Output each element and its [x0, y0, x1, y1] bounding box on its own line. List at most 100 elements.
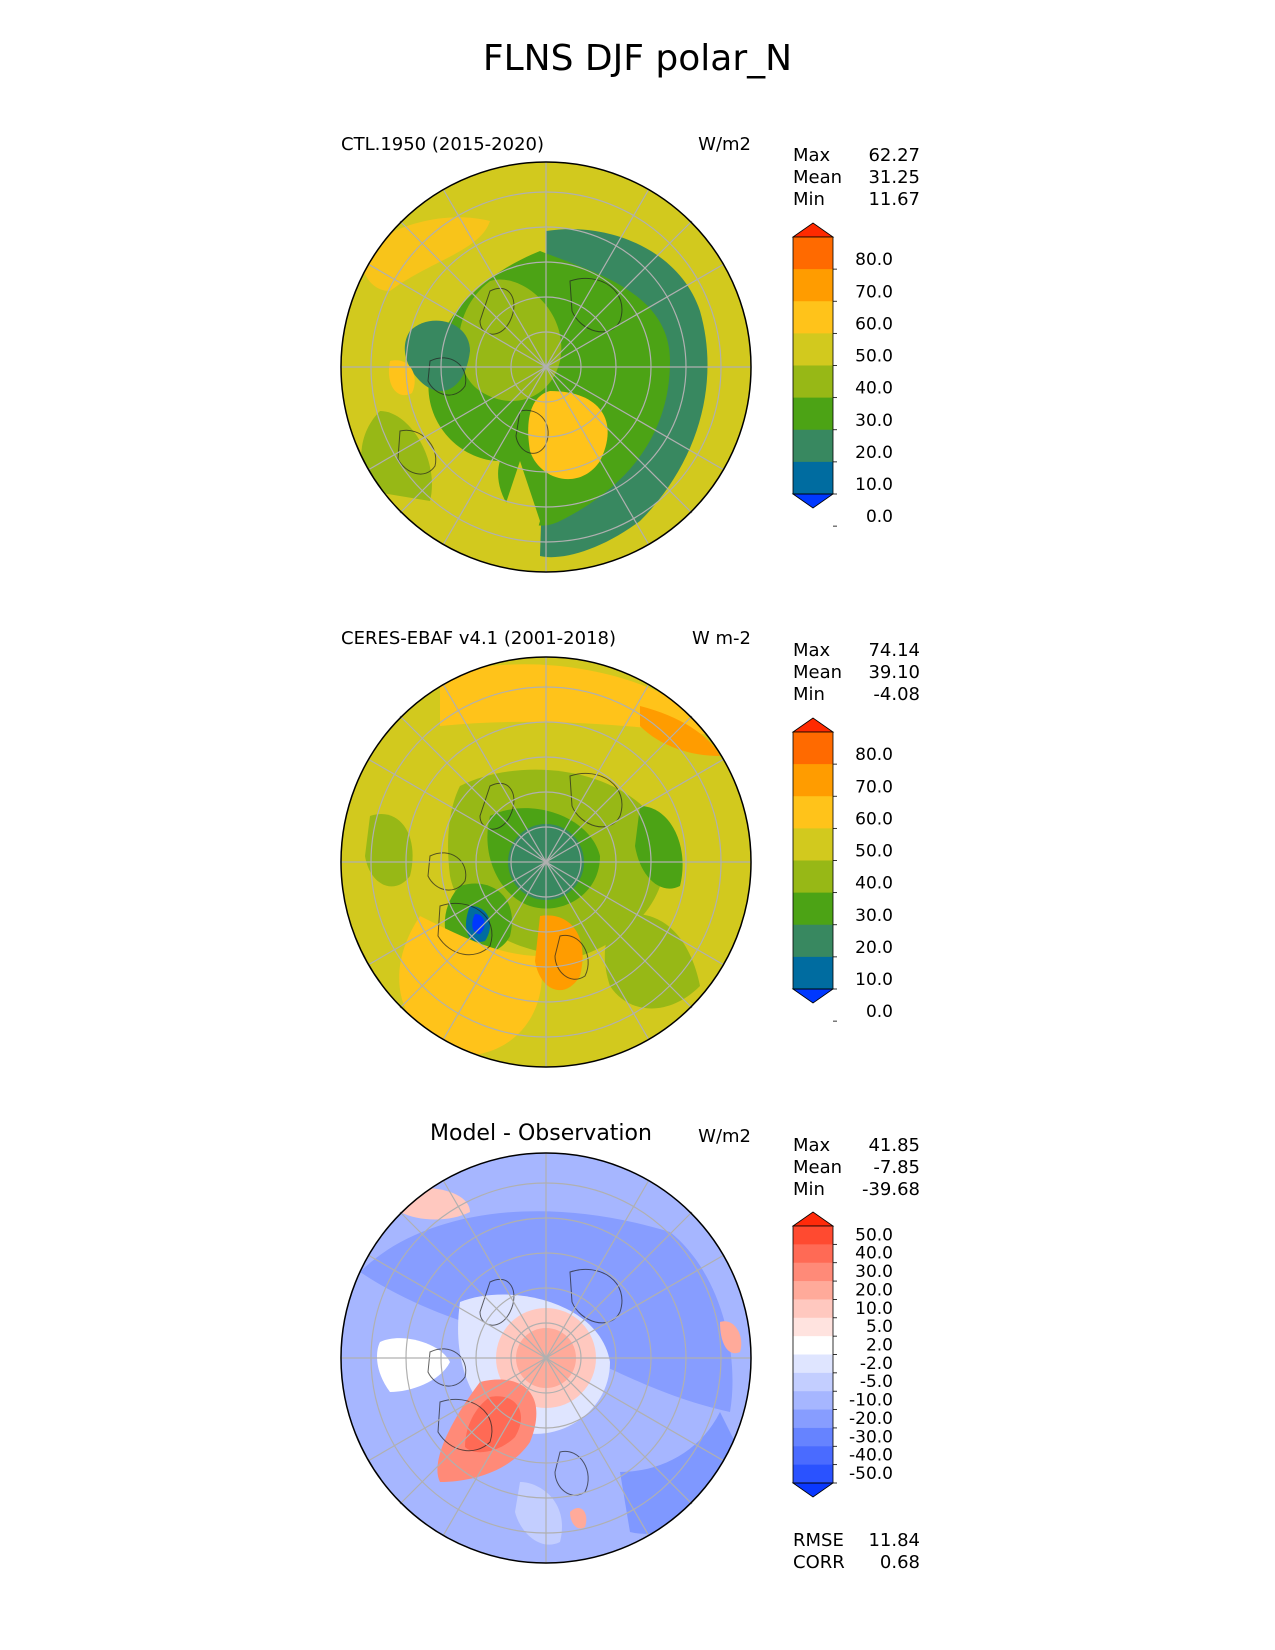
stat-label: Max	[793, 145, 831, 166]
stat-value: 11.84	[868, 1530, 920, 1551]
panel2-stats: Max 74.14 Mean 39.10 Min -4.08	[793, 640, 920, 706]
stat-value: -4.08	[873, 684, 920, 705]
colorbar-segment	[793, 301, 833, 334]
colorbar-tick-label: -40.0	[849, 1446, 893, 1466]
colorbar-tick-label: 5.0	[866, 1317, 893, 1337]
stat-value: -39.68	[861, 1179, 920, 1200]
colorbar-tick-label: 70.0	[855, 777, 893, 797]
colorbar-segment	[793, 764, 833, 797]
colorbar-segment	[793, 1464, 833, 1484]
colorbar-segment	[793, 237, 833, 270]
colorbar-segment	[793, 461, 833, 495]
colorbar-tick-label: 20.0	[855, 443, 893, 463]
colorbar-segment	[793, 333, 833, 366]
colorbar-segment	[793, 429, 833, 463]
panel2-units: W m-2	[691, 628, 751, 649]
colorbar-segment	[793, 1299, 833, 1319]
colorbar-segment	[793, 956, 833, 990]
colorbar-tick-label: 10.0	[855, 1299, 893, 1319]
colorbar-tick-label: -30.0	[849, 1427, 893, 1447]
colorbar-tick-label: 50.0	[855, 347, 893, 367]
colorbar-segment	[793, 1354, 833, 1374]
stat-value: 11.67	[868, 189, 920, 210]
colorbar-segment	[793, 1409, 833, 1429]
colorbar-segment	[793, 1317, 833, 1337]
colorbar-tick-label: -20.0	[849, 1409, 893, 1429]
panel1-colorbar: 80.0 70.0 60.0 50.0 40.0 30.0 20.0 10.0 0.0	[791, 222, 893, 527]
colorbar-segment	[793, 1226, 833, 1245]
colorbar-extend-max	[791, 222, 835, 238]
colorbar-segment	[793, 269, 833, 302]
stat-label: CORR	[793, 1552, 845, 1573]
colorbar-segment	[793, 1446, 833, 1466]
colorbar-tick-label: -10.0	[849, 1391, 893, 1411]
colorbar-tick-label: 60.0	[855, 314, 893, 334]
stat-value: 39.10	[868, 662, 920, 683]
panel3-extra-stats: RMSE 11.84 CORR 0.68	[793, 1530, 920, 1574]
colorbar-tick-label: 20.0	[855, 1280, 893, 1300]
colorbar-segment	[793, 1262, 833, 1282]
colorbar-tick-label: 70.0	[855, 282, 893, 302]
stat-value: 74.14	[868, 640, 920, 661]
stat-value: 0.68	[879, 1552, 920, 1573]
panel1-units: W/m2	[698, 134, 751, 155]
colorbar-segment	[793, 1372, 833, 1392]
stat-label: Mean	[793, 167, 843, 188]
colorbar-tick-label: 2.0	[866, 1336, 893, 1356]
colorbar-tick-label: 40.0	[855, 874, 893, 894]
panel3-units: W/m2	[698, 1126, 751, 1147]
panel3-stats: Max 41.85 Mean -7.85 Min -39.68	[793, 1135, 920, 1201]
stat-label: Min	[793, 1179, 825, 1200]
colorbar-segment	[793, 860, 833, 894]
colorbar-tick-label: 10.0	[855, 475, 893, 495]
colorbar-segment	[793, 828, 833, 861]
colorbar-extend-min	[791, 1482, 835, 1498]
colorbar-tick-label: 50.0	[855, 1225, 893, 1245]
figure-title: FLNS DJF polar_N	[482, 38, 793, 79]
colorbar-tick-label: 0.0	[866, 1002, 893, 1022]
colorbar-tick-label: 80.0	[855, 250, 893, 270]
colorbar-tick-label: -50.0	[849, 1464, 893, 1484]
colorbar-extend-max	[791, 717, 835, 733]
colorbar-segment	[793, 365, 833, 399]
colorbar-tick-label: 40.0	[855, 379, 893, 399]
stat-value: -7.85	[873, 1157, 920, 1178]
colorbar-extend-min	[791, 988, 835, 1004]
panel3-colorbar: 50.040.030.020.010.05.02.0-2.0-5.0-10.0-…	[791, 1211, 893, 1498]
colorbar-segment	[793, 1281, 833, 1300]
colorbar-tick-label: 30.0	[855, 1262, 893, 1282]
colorbar-segment	[793, 732, 833, 765]
colorbar-tick-label: 20.0	[855, 938, 893, 958]
panel2-polar-map	[340, 656, 752, 1068]
colorbar-segment	[793, 1336, 833, 1355]
colorbar-segment	[793, 1244, 833, 1264]
stat-label: Mean	[793, 662, 843, 683]
colorbar-tick-label: 40.0	[855, 1244, 893, 1264]
colorbar-segment	[793, 924, 833, 958]
colorbar-tick-label: 80.0	[855, 745, 893, 765]
stat-value: 62.27	[868, 145, 920, 166]
stat-label: Min	[793, 684, 825, 705]
colorbar-tick-label: 0.0	[866, 507, 893, 527]
colorbar-segment	[793, 796, 833, 829]
stat-label: Mean	[793, 1157, 843, 1178]
stat-value: 31.25	[868, 167, 920, 188]
colorbar-extend-max	[791, 1211, 835, 1227]
panel2-colorbar: 80.0 70.0 60.0 50.0 40.0 30.0 20.0 10.0 0.0	[791, 717, 893, 1022]
panel1-polar-map	[340, 161, 752, 573]
colorbar-segment	[793, 397, 833, 431]
stat-label: Min	[793, 189, 825, 210]
colorbar-tick-label: -2.0	[860, 1354, 893, 1374]
panel1-stats: Max 62.27 Mean 31.25 Min 11.67	[793, 145, 920, 211]
stat-label: Max	[793, 640, 831, 661]
colorbar-tick-label: 30.0	[855, 906, 893, 926]
colorbar-tick-label: -5.0	[860, 1372, 893, 1392]
panel1-subtitle: CTL.1950 (2015-2020)	[341, 134, 545, 155]
colorbar-tick-label: 10.0	[855, 970, 893, 990]
colorbar-tick-label: 60.0	[855, 809, 893, 829]
stat-label: RMSE	[793, 1530, 844, 1551]
panel3-title: Model - Observation	[430, 1121, 652, 1146]
colorbar-extend-min	[791, 493, 835, 509]
colorbar-segment	[793, 892, 833, 926]
colorbar-segment	[793, 1427, 833, 1447]
